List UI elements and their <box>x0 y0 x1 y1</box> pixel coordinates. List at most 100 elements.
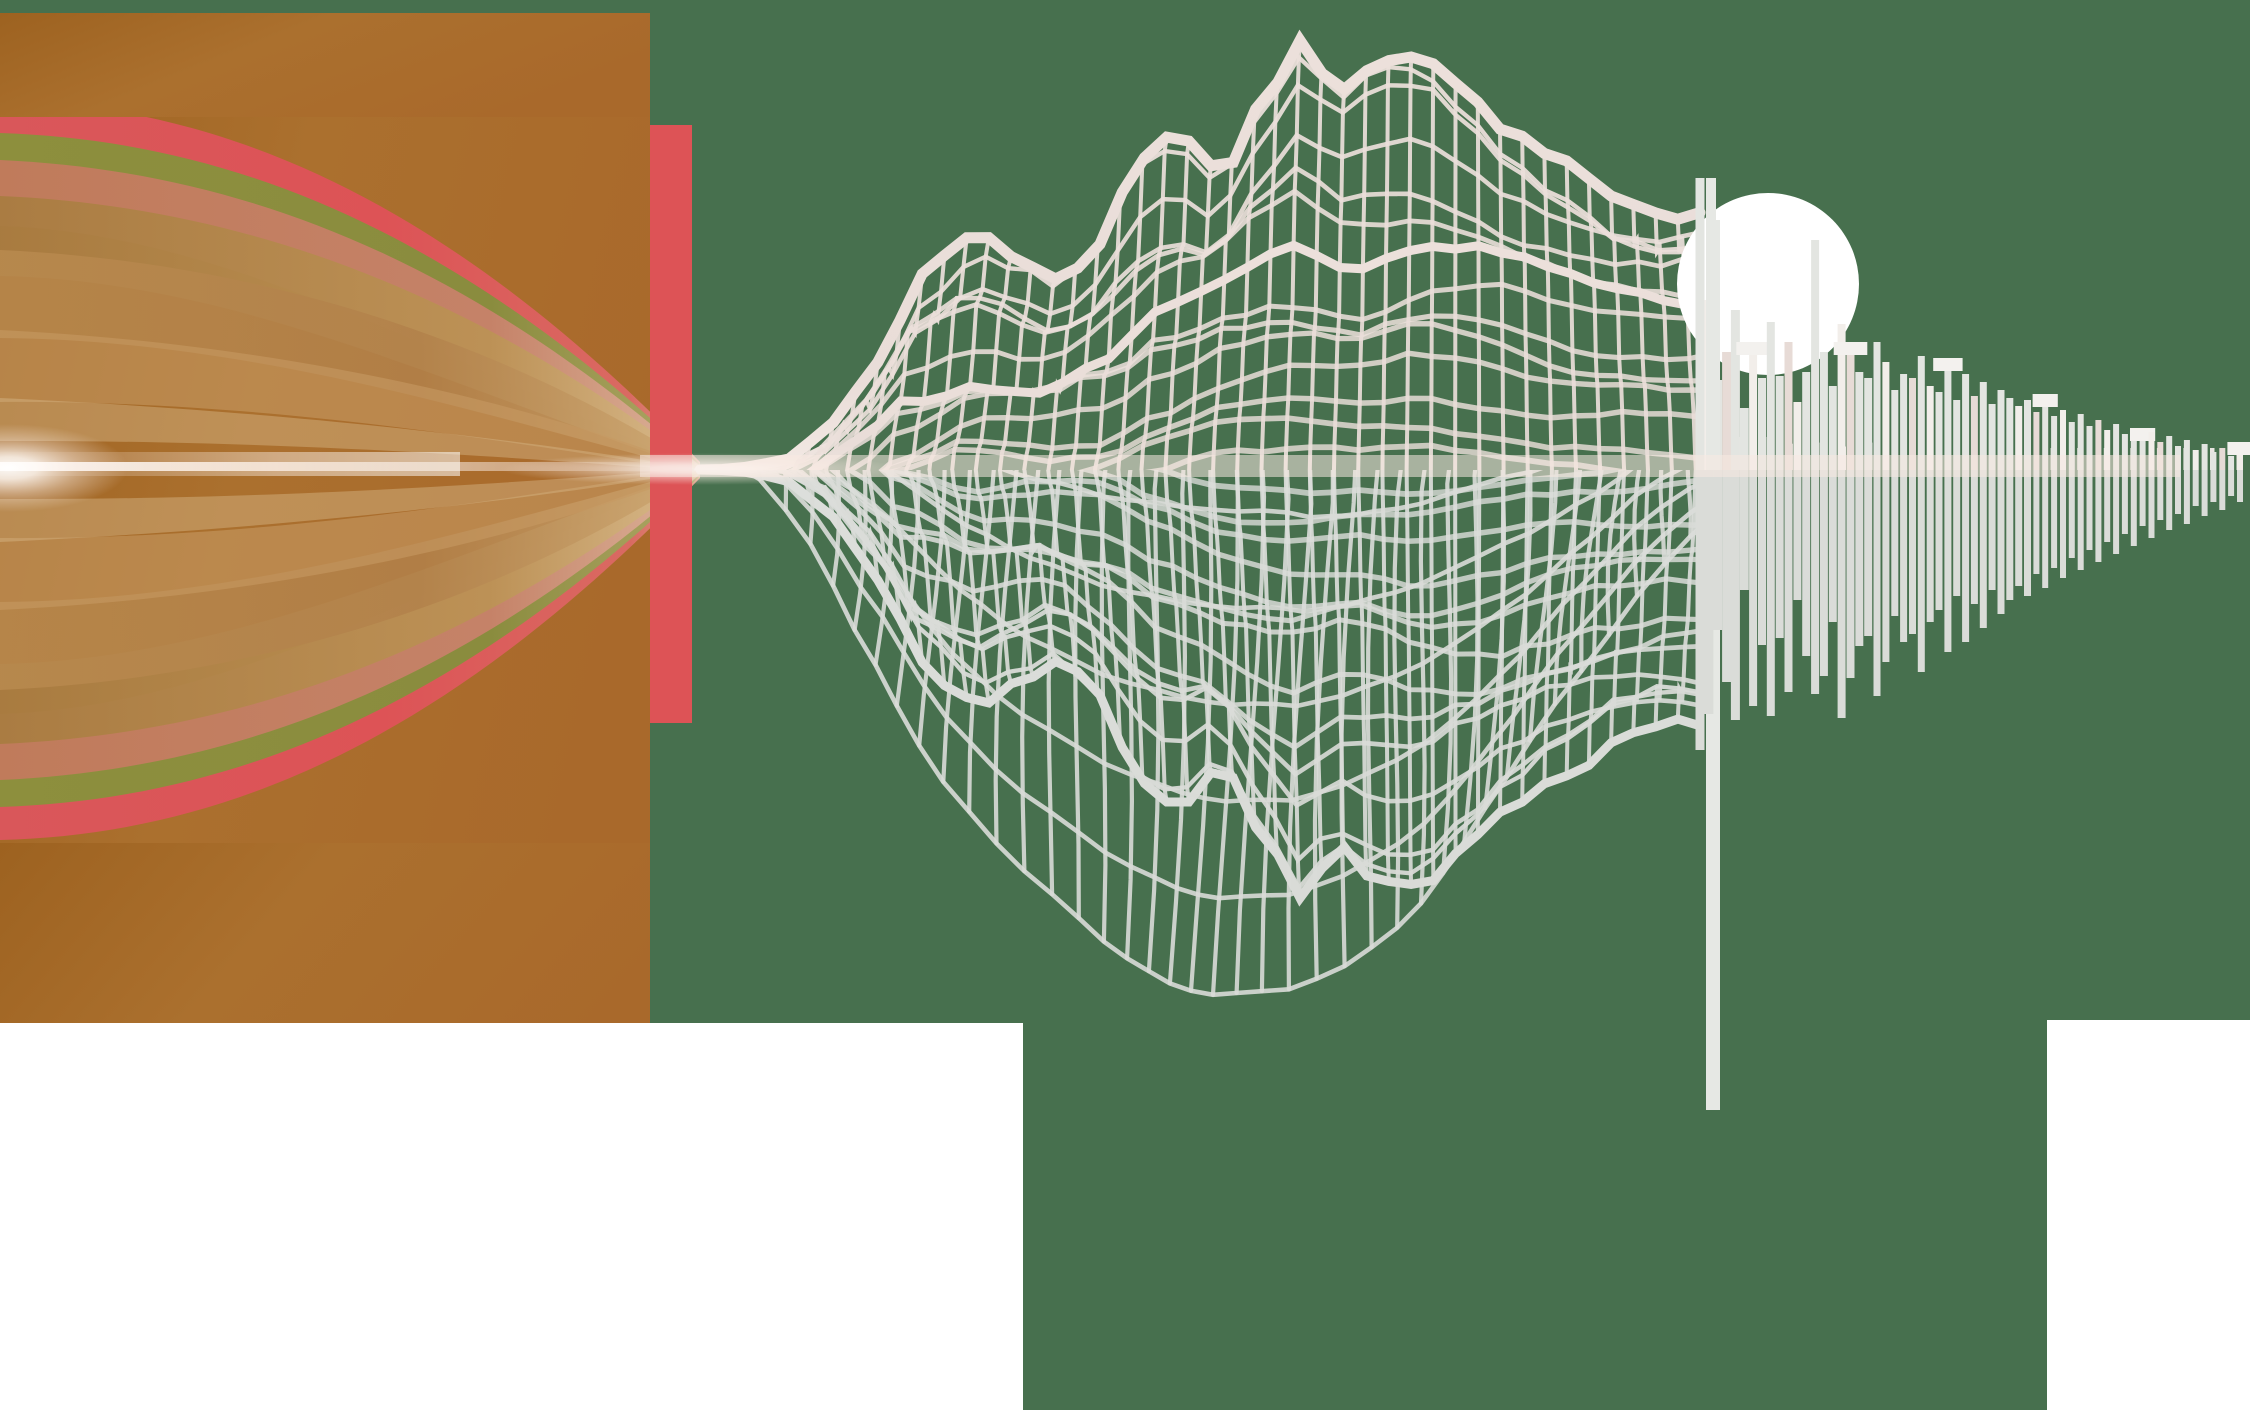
spike-up-10 <box>1784 342 1793 470</box>
spike-up-28 <box>1944 368 1952 470</box>
spike-up-11 <box>1793 402 1802 470</box>
mesh-col-21 <box>1139 470 1169 804</box>
spike-up-43 <box>2077 414 2084 470</box>
spike-down-6 <box>1749 470 1758 706</box>
spike-down-52 <box>2157 470 2164 520</box>
spike-down-1 <box>1704 470 1714 714</box>
spike-up-34 <box>1997 390 2005 470</box>
mesh-col-10 <box>882 470 925 665</box>
spike-up-25 <box>1917 356 1925 470</box>
spike-up-46 <box>2104 430 2111 470</box>
spike-cap-28 <box>1933 358 1963 371</box>
spike-down-58 <box>2210 470 2217 502</box>
spike-down-53 <box>2166 470 2173 530</box>
mesh-row-12 <box>1078 415 1723 470</box>
spike-down-30 <box>1962 470 1970 642</box>
spike-up-6 <box>1749 352 1758 470</box>
spike-up-3 <box>1722 352 1732 470</box>
mesh-lower-lines <box>693 470 1723 998</box>
warm-bands-lower <box>0 470 700 840</box>
spike-down-15 <box>1828 470 1837 622</box>
spike-down-18 <box>1855 470 1864 646</box>
spike-down-41 <box>2060 470 2066 578</box>
spike-down-2 <box>1713 470 1723 630</box>
spike-down-45 <box>2095 470 2102 562</box>
reflection-plunge-row-3 <box>829 470 1684 709</box>
mesh-col-31 <box>1380 58 1391 470</box>
spike-down-38 <box>2033 470 2040 574</box>
band-sand-upper <box>0 330 700 471</box>
mesh-col-34 <box>1453 81 1458 470</box>
mesh-col-28 <box>1307 71 1325 470</box>
spike-down-31 <box>1970 470 1978 604</box>
spike-up-19 <box>1864 378 1873 470</box>
spike-down-22 <box>1891 470 1899 616</box>
mesh-crest-outline <box>694 29 1706 470</box>
mesh-row-8 <box>846 313 1716 470</box>
spike-up-35 <box>2006 398 2014 470</box>
spike-up-45 <box>2095 420 2102 470</box>
spike-down-24 <box>1909 470 1916 634</box>
spike-down-54 <box>2175 470 2181 514</box>
spike-down-60 <box>2228 470 2235 496</box>
spike-down-48 <box>2121 470 2128 534</box>
spike-up-47 <box>2113 424 2120 470</box>
spike-down-36 <box>2015 470 2023 586</box>
spike-down-44 <box>2086 470 2093 550</box>
band-haze-lower <box>0 470 700 542</box>
spike-up-42 <box>2068 422 2075 470</box>
spike-down-16 <box>1837 470 1846 718</box>
mesh-mid-outline <box>806 240 1715 470</box>
spike-up-8 <box>1766 322 1775 470</box>
mesh-col-26 <box>1259 80 1280 470</box>
mesh-col-6 <box>809 420 836 470</box>
spike-up-55 <box>2183 440 2190 470</box>
spike-up-27 <box>1935 392 1943 470</box>
spike-down-17 <box>1846 470 1855 678</box>
spike-down-37 <box>2024 470 2031 596</box>
mesh-col-30 <box>1356 68 1369 470</box>
spike-up-41 <box>2060 410 2066 470</box>
spike-down-46 <box>2104 470 2111 542</box>
mesh-col-33 <box>1428 61 1436 470</box>
spike-up-23 <box>1900 374 1908 470</box>
mesh-col-29 <box>1331 87 1347 470</box>
spike-up-48 <box>2121 434 2128 470</box>
spike-up-0 <box>1695 178 1705 470</box>
spike-lead-1 <box>1714 220 1720 1110</box>
spike-down-32 <box>1979 470 1987 628</box>
spike-up-18 <box>1855 372 1864 470</box>
spike-down-0 <box>1695 470 1705 750</box>
mesh-col-44 <box>1675 217 1698 470</box>
spike-down-23 <box>1900 470 1908 642</box>
reflection-plunge-row-1 <box>998 470 1544 520</box>
spike-down-14 <box>1819 470 1828 676</box>
spike-down-33 <box>1988 470 1996 590</box>
spike-down-55 <box>2183 470 2190 524</box>
spike-down-19 <box>1864 470 1873 636</box>
mesh-col-39 <box>1564 470 1579 778</box>
mesh-col-36 <box>1498 127 1506 470</box>
reflection-plunge-row-6 <box>739 470 1717 998</box>
mesh-col-18 <box>1069 470 1102 698</box>
band-sand-lower <box>0 470 700 610</box>
spike-up-40 <box>2051 416 2058 470</box>
spike-up-53 <box>2166 436 2173 470</box>
mesh-col-30 <box>1356 470 1369 878</box>
spike-down-51 <box>2148 470 2155 538</box>
spike-down-7 <box>1758 470 1766 645</box>
mesh-col-34 <box>1453 470 1458 856</box>
spike-up-20 <box>1873 342 1881 470</box>
mesh-row-9 <box>878 321 1718 470</box>
reflection-plunge-row-5 <box>768 470 1720 901</box>
spike-down-3 <box>1722 470 1732 682</box>
spike-up-29 <box>1953 400 1961 470</box>
mesh-col-7 <box>824 470 858 551</box>
mesh-col-13 <box>950 235 991 470</box>
spike-cap-6 <box>1736 342 1770 355</box>
spike-down-40 <box>2051 470 2058 568</box>
mesh-col-35 <box>1475 100 1482 470</box>
mesh-col-11 <box>904 253 947 470</box>
